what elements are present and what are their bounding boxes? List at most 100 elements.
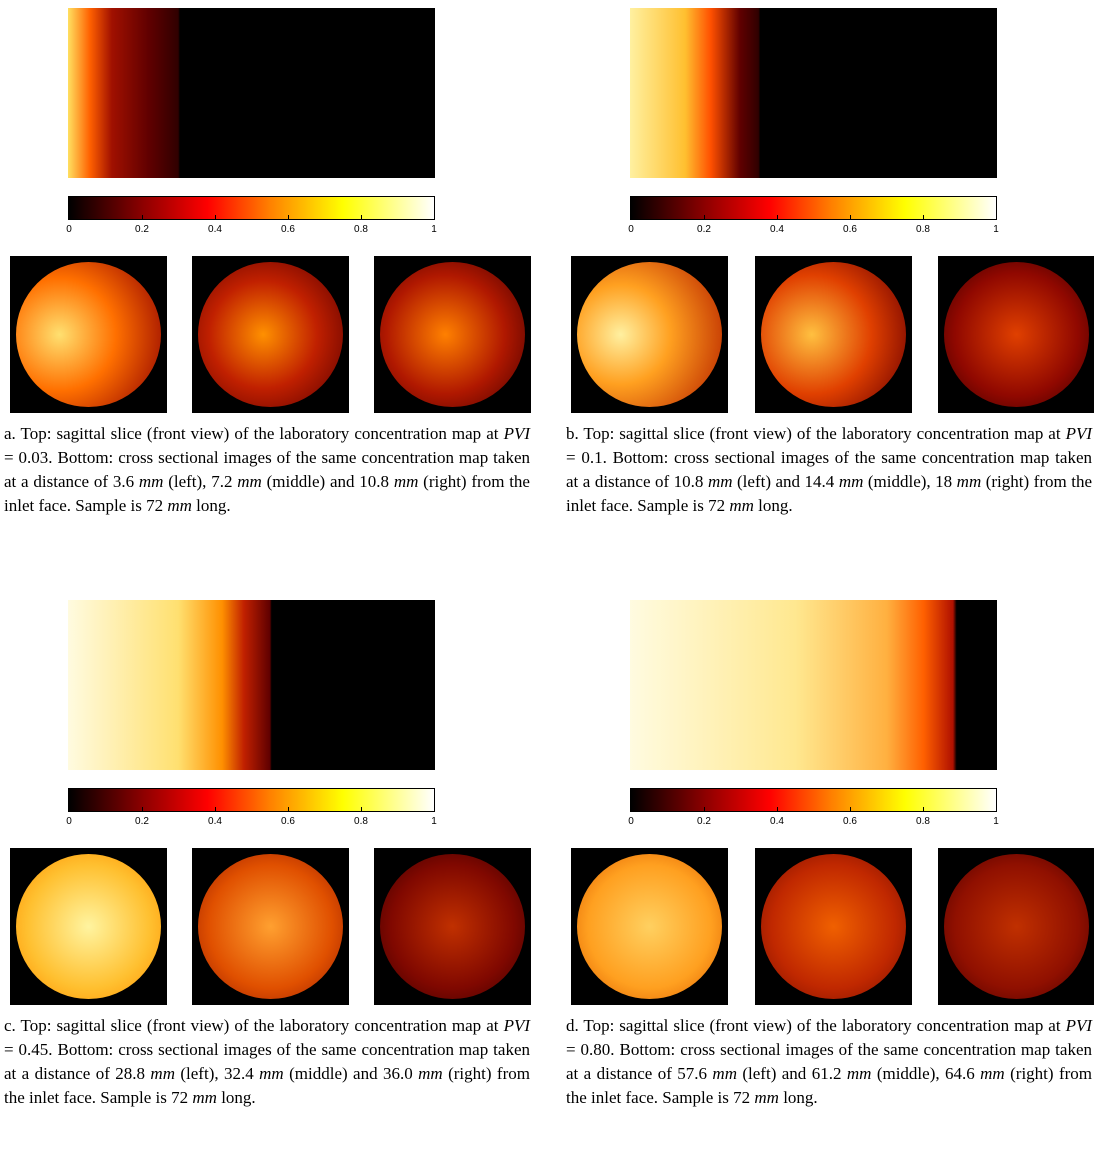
colorbar-tick-label: 0.6 — [843, 224, 857, 235]
colorbar-tick-label: 1 — [431, 224, 437, 235]
colorbar-tick — [777, 807, 778, 811]
cross-section — [755, 848, 912, 1005]
colorbar-tick-label: 0.2 — [697, 816, 711, 827]
panel: d. Top: sagittal slice (front view) of t… — [562, 592, 1094, 1172]
cross-section — [755, 256, 912, 413]
colorbar-tick — [923, 215, 924, 219]
caption-text: (left), 32.4 — [174, 1064, 260, 1083]
colorbar-tick — [69, 215, 70, 219]
panel: c. Top: sagittal slice (front view) of t… — [0, 592, 532, 1172]
math-text: mm — [138, 472, 164, 491]
math-text: mm — [846, 1064, 872, 1083]
math-text: PVI — [503, 424, 530, 443]
caption-text: (middle) and 36.0 — [283, 1064, 419, 1083]
caption: b. Top: sagittal slice (front view) of t… — [566, 422, 1092, 518]
colorbar-tick-label: 0.6 — [281, 224, 295, 235]
math-text: mm — [980, 1064, 1005, 1083]
math-text: mm — [192, 1088, 217, 1107]
panel: b. Top: sagittal slice (front view) of t… — [562, 0, 1094, 580]
caption-text: (middle) and 10.8 — [261, 472, 394, 491]
math-text: mm — [237, 472, 262, 491]
math-text: PVI — [503, 1016, 530, 1035]
colorbar-tick-label: 1 — [431, 816, 437, 827]
caption-text: (right) from the inlet face. Sample is 7… — [566, 472, 1092, 515]
caption-text: long. — [778, 1088, 818, 1107]
caption-text: (right) from the inlet face. Sample is 7… — [4, 1064, 530, 1107]
math-text: mm — [418, 1064, 443, 1083]
colorbar — [68, 788, 435, 812]
caption-text: (left) and 14.4 — [732, 472, 839, 491]
colorbar-tick-label: 0.4 — [770, 224, 784, 235]
caption-text: = 0.45. Bottom: cross sectional images o… — [4, 1040, 530, 1083]
colorbar-tick — [996, 807, 997, 811]
colorbar-tick-label: 0.8 — [354, 816, 368, 827]
colorbar — [630, 788, 997, 812]
panel: a. Top: sagittal slice (front view) of t… — [0, 0, 532, 580]
math-text: mm — [393, 472, 419, 491]
caption-text: (right) from the inlet face. Sample is 7… — [4, 472, 530, 515]
colorbar-tick-label: 0.2 — [135, 816, 149, 827]
colorbar-tick — [996, 215, 997, 219]
colorbar-tick-label: 0.6 — [281, 816, 295, 827]
cross-section — [374, 256, 531, 413]
math-text: PVI — [1065, 1016, 1092, 1035]
caption: a. Top: sagittal slice (front view) of t… — [4, 422, 530, 518]
cross-section — [938, 848, 1094, 1005]
colorbar-tick-label: 0 — [628, 224, 634, 235]
colorbar-tick — [850, 807, 851, 811]
caption: c. Top: sagittal slice (front view) of t… — [4, 1014, 530, 1110]
math-text: mm — [838, 472, 864, 491]
math-text: mm — [729, 496, 754, 515]
colorbar-tick — [850, 215, 851, 219]
colorbar-tick-label: 0.8 — [916, 816, 930, 827]
colorbar-tick — [923, 807, 924, 811]
caption-text: (right) from the inlet face. Sample is 7… — [566, 1064, 1092, 1107]
colorbar-tick — [631, 215, 632, 219]
colorbar-tick-label: 0.4 — [208, 816, 222, 827]
colorbar-tick — [361, 807, 362, 811]
colorbar-tick-label: 0.2 — [135, 224, 149, 235]
colorbar — [630, 196, 997, 220]
caption: d. Top: sagittal slice (front view) of t… — [566, 1014, 1092, 1110]
colorbar-tick — [434, 215, 435, 219]
caption-text: (middle), 64.6 — [871, 1064, 981, 1083]
caption-text: c. Top: sagittal slice (front view) of t… — [4, 1016, 504, 1035]
math-text: mm — [956, 472, 982, 491]
math-text: mm — [712, 1064, 737, 1083]
cross-section — [374, 848, 531, 1005]
colorbar-tick — [288, 807, 289, 811]
caption-text: long. — [216, 1088, 256, 1107]
caption-text: a. Top: sagittal slice (front view) of t… — [4, 424, 504, 443]
colorbar-tick — [215, 215, 216, 219]
sagittal-slice — [68, 8, 435, 178]
cross-section — [938, 256, 1094, 413]
colorbar-tick-label: 0.4 — [770, 816, 784, 827]
colorbar-tick-label: 1 — [993, 224, 999, 235]
colorbar-tick — [704, 807, 705, 811]
colorbar-tick-label: 0.8 — [916, 224, 930, 235]
colorbar-tick-label: 0 — [66, 224, 72, 235]
colorbar-tick-label: 0.8 — [354, 224, 368, 235]
colorbar-tick — [142, 215, 143, 219]
cross-section — [571, 256, 728, 413]
colorbar-tick — [69, 807, 70, 811]
colorbar-tick — [288, 215, 289, 219]
cross-section — [192, 848, 349, 1005]
sagittal-slice — [68, 600, 435, 770]
caption-text: (middle), 18 — [863, 472, 957, 491]
cross-section — [10, 256, 167, 413]
sagittal-slice — [630, 8, 997, 178]
colorbar-tick-label: 0 — [628, 816, 634, 827]
math-text: mm — [259, 1064, 284, 1083]
sagittal-slice — [630, 600, 997, 770]
math-text: mm — [707, 472, 733, 491]
math-text: mm — [754, 1088, 779, 1107]
colorbar-tick-label: 0.4 — [208, 224, 222, 235]
caption-text: long. — [753, 496, 793, 515]
colorbar-tick-label: 1 — [993, 816, 999, 827]
caption-text: long. — [191, 496, 231, 515]
math-text: mm — [167, 496, 192, 515]
caption-text: = 0.1. Bottom: cross sectional images of… — [566, 448, 1092, 491]
math-text: PVI — [1065, 424, 1092, 443]
